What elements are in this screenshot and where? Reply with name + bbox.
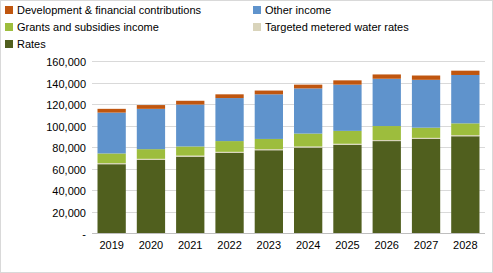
bar-segment: [333, 80, 361, 84]
bar-segment: [215, 94, 243, 98]
bar-segment: [98, 163, 126, 164]
bar-segment: [255, 150, 283, 233]
chart: - 20,000 40,000 60,000 80,000 100,000 120,000 1…: [0, 0, 493, 273]
legend-label: Rates: [17, 38, 46, 50]
bar-segment: [412, 76, 440, 80]
bar-segment: [373, 126, 401, 140]
bar-segment: [294, 146, 322, 147]
grid-line: [92, 233, 485, 234]
x-tick-label: 2022: [217, 239, 241, 251]
bar-segment: [176, 101, 204, 105]
bar-segment: [333, 85, 361, 131]
legend-label: Other income: [265, 4, 331, 16]
x-tick-label: 2027: [414, 239, 438, 251]
bar-segment: [412, 128, 440, 138]
bar-segment: [451, 136, 479, 233]
x-axis: [92, 233, 485, 234]
legend-swatch: [5, 40, 13, 48]
bar-segment: [412, 138, 440, 139]
bar-segment: [98, 164, 126, 233]
legend-label: Targeted metered water rates: [265, 21, 409, 33]
bar-segment: [137, 105, 165, 109]
bar-segment: [176, 157, 204, 233]
bar-segment: [215, 98, 243, 141]
bar-segment: [137, 159, 165, 160]
bar-segment: [215, 152, 243, 153]
bar-segment: [412, 80, 440, 128]
bar-segment: [451, 123, 479, 135]
bar-segment: [373, 141, 401, 233]
legend-swatch: [253, 23, 261, 31]
bar-segment: [294, 148, 322, 233]
bar-segment: [98, 113, 126, 154]
bar-segment: [451, 71, 479, 75]
y-tick-label: 160,000: [46, 56, 86, 68]
grid-line: [92, 61, 485, 62]
legend-swatch: [5, 23, 13, 31]
bar-segment: [451, 135, 479, 136]
bar-segment: [255, 139, 283, 149]
bar-segment: [451, 75, 479, 123]
y-tick-label: 60,000: [52, 164, 86, 176]
bar-segment: [215, 141, 243, 152]
x-tick-label: 2023: [257, 239, 281, 251]
bar-segment: [333, 144, 361, 145]
bar-segment: [294, 134, 322, 147]
x-tick-label: 2024: [296, 239, 320, 251]
bar-segment: [255, 94, 283, 139]
y-tick-label: 40,000: [52, 185, 86, 197]
y-tick-label: 80,000: [52, 142, 86, 154]
legend-swatch: [5, 6, 13, 14]
bar-segment: [137, 109, 165, 149]
bar-segment: [373, 74, 401, 78]
bar-segment: [333, 131, 361, 144]
bar-segment: [98, 153, 126, 163]
bar-segment: [137, 160, 165, 233]
chart-frame: [1, 1, 493, 273]
y-tick-label: -: [82, 228, 86, 240]
bar-segment: [215, 153, 243, 233]
x-tick-label: 2020: [139, 239, 163, 251]
legend-label: Grants and subsidies income: [17, 21, 159, 33]
x-tick-label: 2026: [375, 239, 399, 251]
x-tick-label: 2028: [453, 239, 477, 251]
bar-segment: [137, 149, 165, 159]
legend-swatch: [253, 6, 261, 14]
bars: [98, 71, 480, 233]
bar-segment: [412, 139, 440, 233]
bar-segment: [98, 109, 126, 113]
bar-segment: [373, 140, 401, 141]
x-tick-label: 2019: [99, 239, 123, 251]
y-tick-label: 100,000: [46, 121, 86, 133]
y-tick-label: 140,000: [46, 78, 86, 90]
legend-label: Development & financial contributions: [17, 4, 202, 16]
bar-segment: [294, 88, 322, 133]
bar-segment: [373, 79, 401, 126]
bar-segment: [294, 85, 322, 89]
y-tick-label: 120,000: [46, 99, 86, 111]
x-tick-label: 2025: [335, 239, 359, 251]
bar-segment: [255, 91, 283, 95]
bar-segment: [176, 156, 204, 157]
bar-segment: [176, 146, 204, 155]
bar-segment: [333, 145, 361, 233]
bar-segment: [255, 149, 283, 150]
y-tick-label: 20,000: [52, 207, 86, 219]
bar-segment: [176, 105, 204, 147]
x-tick-label: 2021: [178, 239, 202, 251]
